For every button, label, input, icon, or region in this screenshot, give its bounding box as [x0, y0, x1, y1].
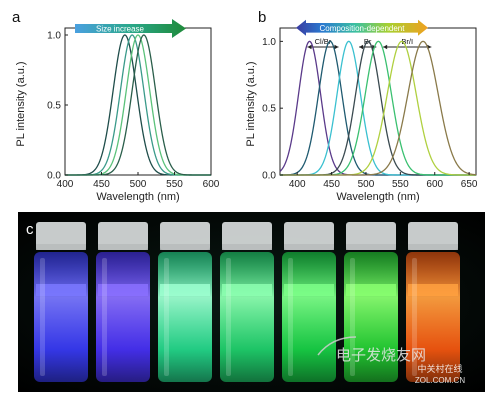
watermark: 电子发烧友网 中关村在线 ZOL.COM.CN: [317, 336, 465, 385]
vial-0: [34, 222, 88, 382]
chart-b-frame: [279, 27, 477, 176]
group-bracket-left-head-2: [383, 44, 388, 50]
vial-cap-rim-0: [36, 244, 86, 250]
chart-a-curve-3: [65, 34, 211, 176]
vial-3: [220, 222, 274, 382]
vial-cap-rim-5: [346, 244, 396, 250]
chart-b-xtick-label-5: 650: [461, 179, 478, 190]
chart-a-ylabel: PL intensity (a.u.): [15, 61, 27, 146]
chart-b-xtick-label-2: 500: [358, 179, 375, 190]
chart-b-xtick-label-1: 450: [323, 179, 340, 190]
vial-cap-5: [346, 222, 396, 250]
panel-label-a: a: [12, 9, 21, 26]
chart-a-xtick-label-4: 600: [203, 179, 220, 190]
vial-1: [96, 222, 150, 382]
chart-a-xtick-label-0: 400: [57, 179, 74, 190]
size-increase-arrow: [75, 19, 186, 38]
chart-b-curve-1: [279, 40, 476, 176]
watermark-cn-text: 电子发烧友网: [336, 347, 426, 364]
vial-5: [344, 222, 398, 382]
vial-highlight-4: [288, 258, 293, 376]
chart-b-curve-0: [279, 40, 476, 176]
vial-2: [158, 222, 212, 382]
chart-a-ytick-label-2: 1.0: [47, 31, 61, 42]
vial-highlight-6: [412, 258, 417, 376]
watermark-swoosh: [317, 336, 357, 356]
composition-label: Composition-dependent: [320, 24, 406, 33]
vial-cap-0: [36, 222, 86, 250]
vial-meniscus-0: [36, 284, 86, 296]
group-label-2: Br/I: [401, 37, 413, 46]
vial-meniscus-6: [408, 284, 458, 296]
watermark-brand: 中关村在线: [417, 363, 462, 374]
chart-b-curve-6: [280, 40, 477, 176]
chart-b-curve-5: [280, 40, 476, 176]
chart-a-ytick-label-0: 0.0: [47, 171, 61, 182]
chart-a-xtick-label-3: 550: [166, 179, 183, 190]
size-increase-label: Size increase: [96, 25, 145, 34]
composition-arrow: [296, 19, 428, 36]
vial-cap-1: [98, 222, 148, 250]
chart-b-curve-3: [280, 40, 476, 176]
vial-meniscus-4: [284, 284, 334, 296]
watermark-site: ZOL.COM.CN: [415, 376, 465, 385]
vial-4: [282, 222, 336, 382]
vial-cap-2: [160, 222, 210, 250]
chart-a-xtick-label-2: 500: [130, 179, 147, 190]
chart-b-ytick-label-0: 0.0: [262, 171, 276, 182]
chart-b-curve-4: [280, 40, 476, 176]
chart-b-ytick-label-2: 1.0: [262, 37, 276, 48]
group-bracket-left-head-0: [307, 44, 312, 50]
group-label-0: Cl/Br: [315, 37, 332, 46]
vial-cap-6: [408, 222, 458, 250]
vial-cap-rim-1: [98, 244, 148, 250]
vial-highlight-2: [164, 258, 169, 376]
panel-label-b: b: [258, 9, 266, 26]
chart-b-ylabel: PL intensity (a.u.): [245, 61, 257, 146]
vial-meniscus-5: [346, 284, 396, 296]
vial-6: [406, 222, 460, 382]
chart-b-xtick-label-0: 400: [289, 179, 306, 190]
chart-b-xlabel: Wavelength (nm): [336, 191, 419, 203]
chart-a-ytick-label-1: 0.5: [47, 101, 61, 112]
panel-label-c: c: [26, 221, 34, 238]
vial-cap-rim-6: [408, 244, 458, 250]
vial-cap-rim-4: [284, 244, 334, 250]
vial-cap-3: [222, 222, 272, 250]
chart-a-xtick-label-1: 450: [93, 179, 110, 190]
chart-b-ytick-label-1: 0.5: [262, 104, 276, 115]
chart-a: Size increase 400 450 500 550 600 0.00.51.0 …: [15, 19, 220, 203]
chart-b: Composition-dependent Cl/Br Br Br/I 400 450…: [245, 19, 478, 203]
chart-a-xlabel: Wavelength (nm): [96, 191, 179, 203]
vial-highlight-3: [226, 258, 231, 376]
chart-b-xtick-label-3: 550: [392, 179, 409, 190]
vial-highlight-5: [350, 258, 355, 376]
vial-meniscus-3: [222, 284, 272, 296]
group-bracket-right-head-0: [334, 44, 339, 50]
vial-highlight-0: [40, 258, 45, 376]
vial-cap-4: [284, 222, 334, 250]
vial-cap-rim-2: [160, 244, 210, 250]
vial-cap-rim-3: [222, 244, 272, 250]
group-bracket-left-head-1: [359, 44, 364, 50]
chart-a-curve-0: [65, 34, 211, 176]
chart-b-xtick-label-4: 600: [426, 179, 443, 190]
vial-highlight-1: [102, 258, 107, 376]
chart-b-curve-2: [280, 40, 476, 176]
vial-photo: c 电子发烧友网 中关村在线 ZOL.COM.CN: [18, 212, 485, 392]
vial-meniscus-1: [98, 284, 148, 296]
vial-meniscus-2: [160, 284, 210, 296]
